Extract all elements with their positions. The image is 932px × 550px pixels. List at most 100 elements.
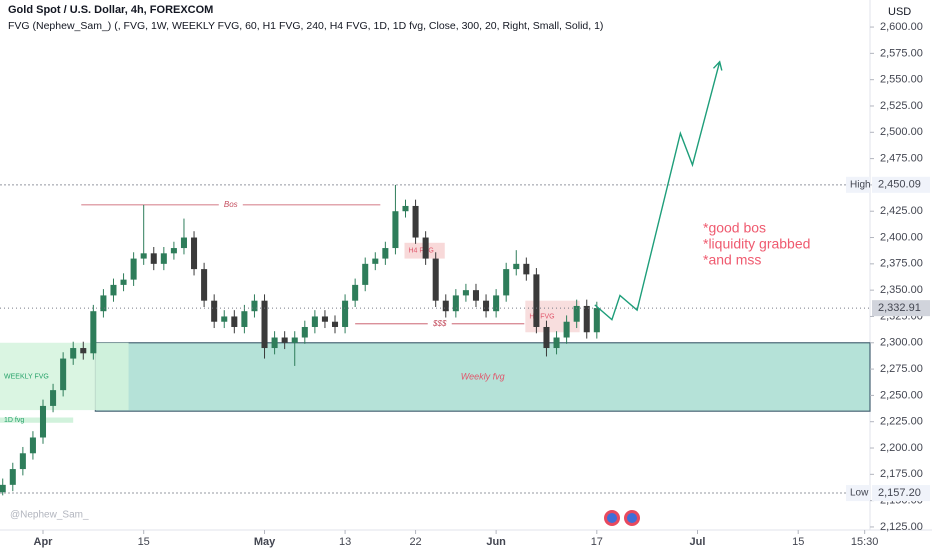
candle-body: [573, 305, 580, 322]
candle-body: [342, 300, 349, 327]
level-name: High: [850, 179, 871, 190]
x-tick-label: 22: [409, 536, 421, 548]
currency: USD: [888, 6, 911, 18]
candle-body: [251, 300, 258, 312]
zone-label: H4 FVG: [408, 248, 433, 255]
projection-line: [594, 61, 721, 321]
candle-body: [422, 237, 429, 259]
y-tick-label: 2,175.00: [880, 468, 923, 480]
candle-body: [392, 211, 399, 249]
candle-body: [483, 300, 490, 312]
candle-body: [291, 337, 298, 343]
y-tick-label: 2,600.00: [880, 21, 923, 33]
candle-body: [160, 253, 167, 264]
y-tick-label: 2,200.00: [880, 442, 923, 454]
candle-body: [523, 263, 530, 275]
candle-body: [311, 316, 318, 327]
candle-body: [412, 205, 419, 238]
x-tick-label: Jul: [690, 536, 706, 548]
level-value: 2,450.09: [878, 179, 921, 191]
projection-arrowhead: [712, 60, 723, 71]
zone-label: H4 FVG: [529, 313, 554, 320]
candle-body: [462, 290, 469, 296]
candle-body: [583, 305, 590, 333]
candle-body: [241, 311, 248, 327]
y-tick-label: 2,225.00: [880, 416, 923, 428]
candle-body: [140, 253, 147, 259]
candle-body: [201, 269, 208, 301]
watermark: @Nephew_Sam_: [10, 510, 89, 521]
marker-label: $$$: [432, 319, 447, 328]
candle-body: [533, 274, 540, 327]
candle-body: [593, 308, 600, 333]
y-tick-label: 2,125.00: [880, 521, 923, 533]
x-tick-label: 17: [591, 536, 603, 548]
candle-body: [503, 269, 510, 296]
candle-body: [130, 258, 137, 280]
x-tick-label: Jun: [486, 536, 506, 548]
plot-area: Weekly fvg WEEKLY FVG 1D fvg H4 FVG H4 FVG Bo…: [0, 60, 871, 496]
x-tick-label: 15: [138, 536, 150, 548]
level-value: 2,157.20: [878, 487, 921, 499]
y-tick-label: 2,275.00: [880, 363, 923, 375]
level-value-box: [872, 176, 930, 193]
level-name-box: [846, 176, 870, 193]
candle-body: [452, 295, 459, 312]
x-tick-label: 13: [339, 536, 351, 548]
candle-body: [493, 295, 500, 312]
candle-body: [432, 258, 439, 301]
y-tick-label: 2,475.00: [880, 153, 923, 165]
candle-body: [80, 348, 87, 354]
y-tick-label: 2,375.00: [880, 258, 923, 270]
note: *and mss: [703, 252, 761, 268]
last-price-box: [872, 300, 930, 317]
fvg-zone: [0, 417, 74, 423]
candle-body: [321, 316, 328, 322]
candle-body: [100, 295, 107, 312]
x-tick-label: 15: [792, 536, 804, 548]
y-tick-label: 2,350.00: [880, 284, 923, 296]
candle-body: [331, 321, 339, 327]
indicator-line: FVG (Nephew_Sam_) (, FVG, 1W, WEEKLY FVG…: [8, 20, 603, 32]
candle-body: [261, 300, 268, 349]
candle-body: [39, 405, 47, 438]
candle-body: [281, 337, 288, 343]
candle-body: [110, 284, 117, 296]
zone-label: Weekly fvg: [461, 371, 505, 381]
candle-body: [9, 469, 16, 485]
y-tick-label: 2,525.00: [880, 100, 923, 112]
candle-body: [301, 326, 308, 338]
y-tick-label: 2,400.00: [880, 231, 923, 243]
candle-body: [50, 390, 57, 406]
note: *good bos: [703, 220, 766, 236]
candle-body: [472, 290, 480, 301]
zone-label: 1D fvg: [4, 417, 24, 424]
event-icon-inner: [607, 513, 617, 523]
event-icon-inner: [627, 513, 637, 523]
candle-body: [352, 284, 359, 301]
candle-body: [90, 311, 97, 354]
y-tick-label: 2,575.00: [880, 47, 923, 59]
candle-body: [180, 237, 187, 249]
last-price-label: 2,332.91: [878, 302, 921, 314]
chart-title: Gold Spot / U.S. Dollar, 4h, FOREXCOM: [8, 4, 213, 16]
level-value-box: [872, 485, 930, 502]
candle-body: [372, 258, 379, 264]
candle-body: [29, 437, 36, 454]
candle-body: [543, 326, 550, 349]
y-tick-label: 2,300.00: [880, 337, 923, 349]
candle-body: [442, 300, 449, 312]
y-tick-label: 2,425.00: [880, 205, 923, 217]
axes: 2,125.002,150.002,175.002,200.002,225.00…: [34, 21, 930, 548]
candle-body: [513, 263, 520, 270]
candle-body: [60, 358, 67, 391]
candle-body: [70, 348, 77, 359]
zone-label: WEEKLY FVG: [4, 373, 49, 380]
x-tick-label: 15:30: [851, 536, 879, 548]
note: *liquidity grabbed: [703, 236, 810, 252]
candle-body: [221, 316, 228, 322]
marker-label: Bos: [224, 200, 238, 209]
candle-body: [271, 337, 278, 349]
candle-body: [563, 321, 570, 338]
